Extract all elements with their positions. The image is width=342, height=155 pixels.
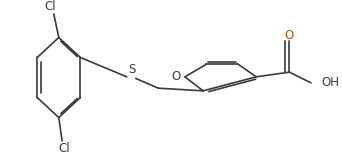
Text: O: O [285,29,294,42]
Text: Cl: Cl [44,0,56,13]
Text: O: O [171,70,180,83]
Text: Cl: Cl [58,142,69,155]
Text: S: S [128,63,135,76]
Text: OH: OH [321,76,339,89]
